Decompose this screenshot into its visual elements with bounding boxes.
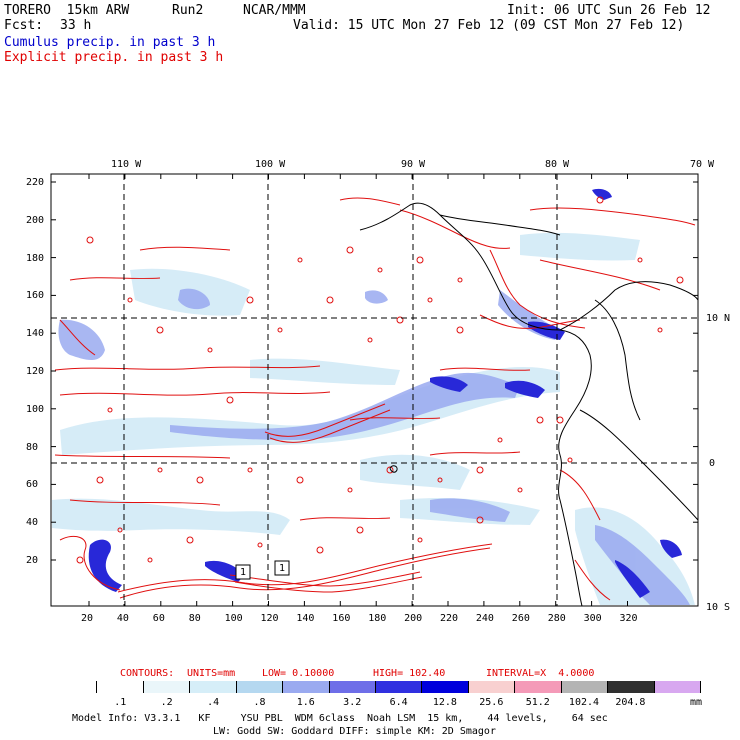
y-tick-label: 200: [26, 214, 45, 226]
y-tick-label: 20: [26, 555, 39, 566]
legend-swatch: [236, 681, 284, 693]
legend-swatch: [283, 681, 330, 693]
lon-label-100w: 100 W: [255, 159, 286, 170]
legend-unit: mm: [690, 697, 703, 708]
x-tick-label: 320: [619, 613, 638, 624]
x-tick-label: 220: [440, 613, 459, 624]
legend-label: 12.8: [432, 697, 457, 708]
contour-label-boxes: [235, 560, 290, 580]
y-tick-label: 140: [26, 328, 45, 340]
physics-info: LW: Godd SW: Goddard DIFF: simple KM: 2D…: [213, 726, 496, 737]
contour-label-1: 1: [240, 567, 247, 578]
x-tick-label: 140: [296, 613, 315, 624]
y-tick-label: 180: [26, 252, 45, 264]
legend-label: 6.4: [389, 697, 408, 708]
legend-swatch: [422, 681, 469, 693]
legend-swatch: [515, 681, 562, 693]
y-tick-label: 120: [26, 366, 45, 377]
y-tick-label: 60: [26, 479, 39, 491]
valid-time: Valid: 15 UTC Mon 27 Feb 12 (09 CST Mon …: [293, 18, 685, 33]
contours-low: LOW= 0.10000: [262, 668, 335, 679]
x-tick-label: 180: [368, 613, 387, 624]
model-name: TORERO 15km ARW: [4, 3, 130, 18]
fcst-label: Fcst:: [4, 18, 44, 33]
legend-label: .4: [207, 697, 220, 708]
contours-interval: INTERVAL=X 4.0000: [486, 668, 595, 679]
x-tick-label: 280: [547, 613, 566, 624]
coastlines: [359, 202, 698, 606]
contours-units: UNITS=mm: [187, 668, 236, 679]
legend-label: 204.8: [615, 697, 646, 708]
x-tick-label: 40: [116, 613, 129, 624]
legend-label: 3.2: [343, 697, 362, 708]
legend-label: .8: [253, 697, 266, 708]
legend-label: 102.4: [568, 697, 600, 708]
legend-swatch: [376, 681, 423, 693]
lon-label-110w: 110 W: [111, 159, 142, 170]
axis-ticks: [51, 174, 698, 606]
lat-label-10n: 10 N: [706, 313, 731, 324]
run-name: Run2: [172, 3, 204, 18]
legend-swatch: [561, 681, 609, 693]
explicit-title: Explicit precip. in past 3 h: [4, 50, 224, 65]
legend-swatch: [51, 681, 98, 693]
y-tick-label: 100: [26, 403, 45, 415]
legend-label: 1.6: [296, 697, 315, 708]
x-tick-label: 160: [332, 613, 351, 624]
x-tick-label: 200: [404, 613, 423, 624]
x-tick-label: 80: [188, 613, 201, 624]
legend-swatch: [329, 681, 376, 693]
legend-swatch: [608, 681, 655, 693]
x-tick-label: 120: [260, 613, 279, 624]
model-info: Model Info: V3.3.1 KF YSU PBL WDM 6class…: [72, 713, 608, 724]
x-tick-label: 60: [152, 613, 165, 624]
legend-label: 25.6: [479, 697, 504, 708]
legend-swatch: [97, 681, 144, 693]
y-tick-label: 160: [26, 290, 45, 302]
legend-swatch: [654, 681, 701, 693]
legend-label: .2: [160, 697, 173, 708]
y-tick-label: 40: [26, 517, 39, 529]
legend-swatch: [143, 681, 191, 693]
fcst-value: 33 h: [60, 18, 92, 33]
lon-label-90w: 90 W: [401, 159, 426, 170]
y-tick-label: 220: [26, 177, 45, 188]
graticule: [51, 174, 698, 606]
legend-swatch: [468, 681, 516, 693]
contours-prefix: CONTOURS:: [120, 668, 175, 679]
contour-label-2: 1: [279, 563, 286, 574]
legend-label: .1: [114, 697, 127, 708]
map-frame: [50, 173, 699, 607]
lat-label-10s: 10 S: [706, 602, 731, 613]
x-tick-label: 300: [583, 613, 602, 624]
org-name: NCAR/MMM: [243, 3, 306, 18]
x-tick-label: 240: [475, 613, 494, 624]
init-time: Init: 06 UTC Sun 26 Feb 12: [507, 3, 711, 18]
lat-label-0: 0: [709, 458, 716, 469]
cumulus-title: Cumulus precip. in past 3 h: [4, 35, 216, 50]
legend-label: 51.2: [525, 697, 550, 708]
explicit-contours: [54, 197, 696, 601]
lon-label-70w: 70 W: [690, 159, 715, 170]
lon-label-80w: 80 W: [545, 159, 570, 170]
explicit-cells: [76, 196, 684, 564]
x-tick-label: 20: [81, 613, 94, 624]
x-tick-label: 260: [511, 613, 530, 624]
y-tick-label: 80: [26, 441, 39, 453]
x-tick-label: 100: [224, 613, 243, 624]
contours-high: HIGH= 102.40: [373, 668, 446, 679]
legend-swatch: [190, 681, 237, 693]
